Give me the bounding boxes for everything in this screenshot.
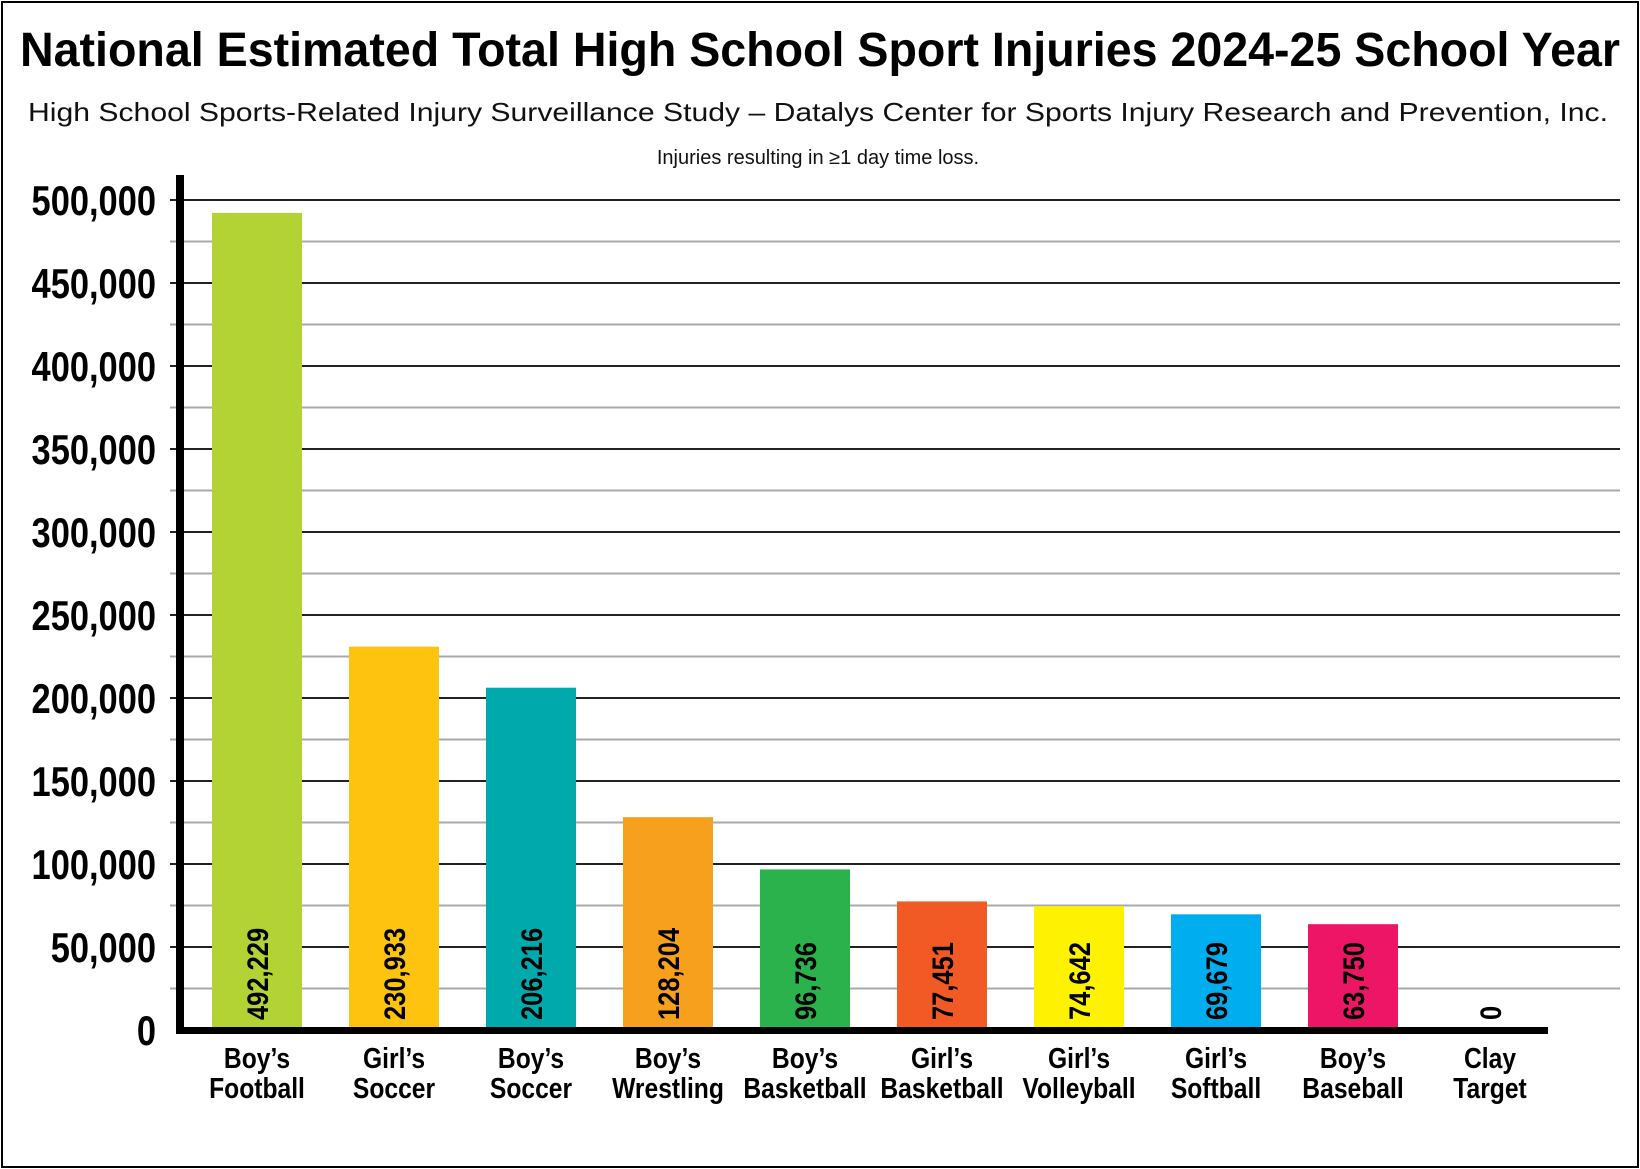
labels: 0 50,000 100,000 150,000 200,000 250,000 300,0…	[32, 178, 1527, 1105]
category-label: Baseball	[1302, 1072, 1403, 1104]
y-tick-label: 250,000	[32, 593, 156, 640]
category-label: Soccer	[490, 1072, 573, 1104]
bars	[212, 212, 1398, 1031]
category-label: Basketball	[743, 1072, 866, 1104]
bar	[1171, 914, 1261, 1030]
chart-title: National Estimated Total High School Spo…	[20, 24, 1620, 77]
y-tick-label: 450,000	[32, 261, 156, 308]
category-label: Boy’s	[1320, 1042, 1386, 1074]
bar	[1034, 906, 1124, 1030]
bar	[486, 687, 576, 1030]
y-tick-label: 300,000	[32, 510, 156, 557]
y-tick-label: 400,000	[32, 344, 156, 391]
category-label: Boy’s	[635, 1042, 701, 1074]
category-label: Softball	[1171, 1072, 1261, 1104]
y-tick-label: 150,000	[32, 759, 156, 806]
value-label: 63,750	[1337, 942, 1370, 1020]
y-tick-label: 200,000	[32, 676, 156, 723]
y-tick-label: 350,000	[32, 427, 156, 474]
category-label: Basketball	[880, 1072, 1003, 1104]
category-label: Volleyball	[1022, 1072, 1135, 1104]
bar	[212, 212, 302, 1031]
bar	[760, 869, 850, 1030]
value-label: 96,736	[789, 942, 822, 1020]
y-tick-label: 100,000	[32, 842, 156, 889]
value-label: 0	[1474, 1006, 1507, 1020]
value-label: 77,451	[926, 942, 959, 1020]
y-axis-line	[176, 175, 184, 1034]
x-axis-line	[176, 1027, 1548, 1034]
value-label: 206,216	[515, 928, 548, 1020]
category-label: Girl’s	[911, 1042, 973, 1074]
chart-note: Injuries resulting in ≥1 day time loss.	[657, 147, 979, 169]
value-label: 69,679	[1200, 942, 1233, 1020]
bar	[897, 901, 987, 1030]
category-label: Girl’s	[1185, 1042, 1247, 1074]
category-label: Girl’s	[363, 1042, 425, 1074]
category-label: Boy’s	[772, 1042, 838, 1074]
category-label: Clay	[1464, 1042, 1516, 1074]
bar	[349, 646, 439, 1030]
y-tick-label: 50,000	[51, 925, 156, 972]
axes	[176, 175, 1548, 1034]
chart-subtitle: High School Sports-Related Injury Survei…	[28, 97, 1608, 127]
value-label: 74,642	[1063, 942, 1096, 1020]
category-label: Football	[209, 1072, 305, 1104]
y-tick-label: 500,000	[32, 178, 156, 225]
bar	[623, 817, 713, 1030]
value-label: 128,204	[652, 927, 685, 1020]
category-label: Boy’s	[498, 1042, 564, 1074]
category-label: Girl’s	[1048, 1042, 1110, 1074]
y-tick-label: 0	[137, 1008, 156, 1055]
value-label: 230,933	[378, 928, 411, 1020]
category-label: Target	[1453, 1072, 1527, 1104]
category-label: Soccer	[353, 1072, 436, 1104]
bar	[1308, 924, 1398, 1030]
value-label: 492,229	[241, 928, 274, 1020]
category-label: Boy’s	[224, 1042, 290, 1074]
category-label: Wrestling	[612, 1072, 724, 1104]
